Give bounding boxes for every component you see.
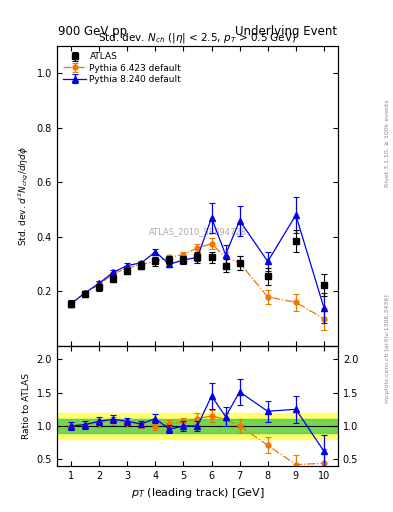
X-axis label: $p_T$ (leading track) [GeV]: $p_T$ (leading track) [GeV] <box>130 486 264 500</box>
Legend: ATLAS, Pythia 6.423 default, Pythia 8.240 default: ATLAS, Pythia 6.423 default, Pythia 8.24… <box>61 51 183 86</box>
Text: mcplots.cern.ch [arXiv:1306.3436]: mcplots.cern.ch [arXiv:1306.3436] <box>385 294 390 402</box>
Text: ATLAS_2010_S8894728: ATLAS_2010_S8894728 <box>149 227 246 237</box>
Text: 900 GeV pp: 900 GeV pp <box>58 26 127 38</box>
Title: Std. dev. $N_{ch}$ ($|\eta|$ < 2.5, $p_T$ > 0.5 GeV): Std. dev. $N_{ch}$ ($|\eta|$ < 2.5, $p_T… <box>98 31 297 45</box>
Y-axis label: Ratio to ATLAS: Ratio to ATLAS <box>22 373 31 439</box>
Y-axis label: Std. dev. $d^2N_{chg}/d\eta d\phi$: Std. dev. $d^2N_{chg}/d\eta d\phi$ <box>17 146 31 246</box>
Text: Rivet 3.1.10, ≥ 100k events: Rivet 3.1.10, ≥ 100k events <box>385 99 390 187</box>
Text: Underlying Event: Underlying Event <box>235 26 337 38</box>
Bar <box>57 413 338 439</box>
Bar <box>57 419 338 433</box>
